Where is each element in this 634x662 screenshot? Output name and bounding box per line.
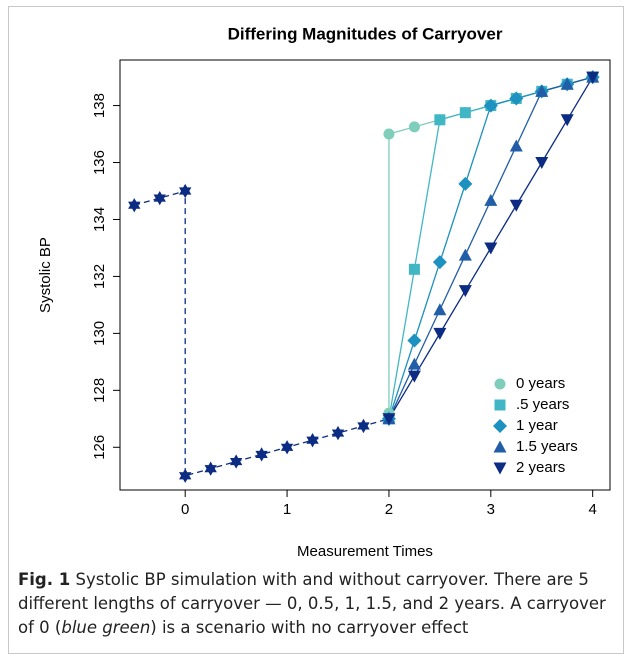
caption-text: Systolic BP simulation with and without … [18,570,606,637]
marker [280,440,294,455]
y-tick-label: 130 [91,321,108,346]
marker [509,91,524,106]
marker [382,413,396,426]
marker [408,121,420,133]
marker [458,248,472,261]
marker [509,199,523,212]
marker [204,461,217,476]
chart: Differing Magnitudes of Carryover Measur… [37,24,611,560]
marker [128,198,141,213]
marker [509,139,523,152]
legend-marker [494,378,506,390]
marker [484,193,498,206]
marker [357,418,370,434]
marker [255,447,268,462]
marker [433,327,447,340]
y-tick-label: 136 [91,150,108,175]
marker [535,157,549,170]
chart-title: Differing Magnitudes of Carryover [228,24,503,43]
marker [153,190,166,206]
marker [433,303,447,316]
plot-frame [119,59,611,491]
figure-frame [8,6,624,654]
marker [458,176,473,191]
legend-label: 2 years [516,459,565,476]
marker [306,433,319,448]
y-tick-label: 134 [91,207,108,232]
y-tick-label: 128 [91,378,108,403]
x-tick-label: 1 [283,501,291,518]
marker [586,71,600,84]
y-tick-label: 132 [91,264,108,289]
caption-text: ) is a scenario with no carryover effect [150,618,469,637]
legend-label: 1 year [516,417,558,434]
y-tick-label: 126 [91,435,108,460]
legend-marker [493,419,507,433]
legend-marker [494,399,506,411]
marker [484,242,498,255]
marker [483,98,498,113]
legend-label: .5 years [516,396,569,413]
marker [434,114,446,126]
marker [331,425,345,441]
marker [432,255,447,270]
legend-marker [493,440,507,453]
caption-emphasis: blue green [61,618,151,637]
x-tick-label: 4 [589,501,597,518]
caption-label: Fig. 1 [18,570,71,589]
marker [407,370,421,383]
x-tick-label: 2 [385,501,393,518]
marker [408,263,420,275]
legend-label: 0 years [516,375,565,392]
series-line [134,190,390,477]
marker [407,333,422,348]
marker [535,84,549,97]
y-axis-label: Systolic BP [37,237,54,313]
marker [229,454,243,469]
legend-marker [493,462,507,475]
marker [560,114,574,127]
marker [383,128,395,140]
marker [179,468,192,483]
marker [458,285,472,298]
x-axis-label: Measurement Times [297,543,433,560]
y-tick-label: 138 [91,93,108,118]
marker [560,77,574,90]
marker [459,107,471,119]
marker [407,357,421,370]
marker [179,183,192,199]
x-tick-label: 0 [181,501,189,518]
legend-label: 1.5 years [516,438,578,455]
caption: Fig. 1 Systolic BP simulation with and w… [18,568,618,640]
x-tick-label: 3 [487,501,495,518]
